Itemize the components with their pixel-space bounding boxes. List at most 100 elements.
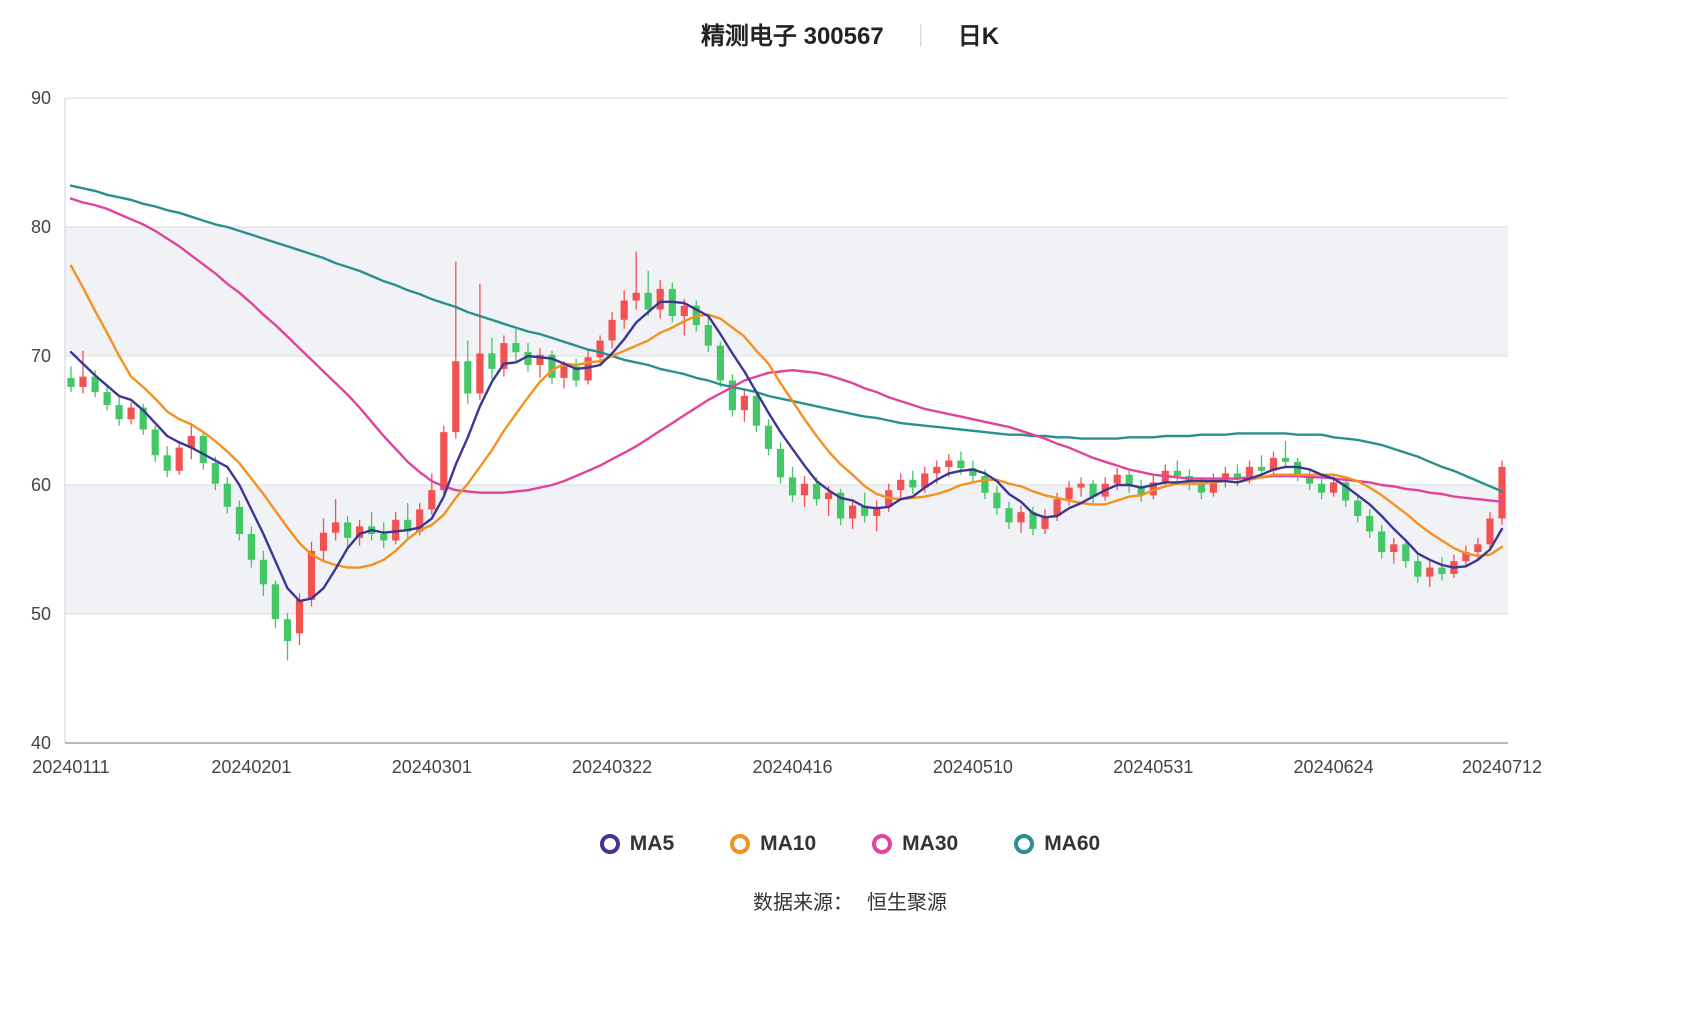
- candle-body: [1005, 508, 1013, 523]
- candle-body: [1245, 466, 1254, 480]
- candle-body: [957, 460, 965, 469]
- candle-body: [1257, 466, 1266, 471]
- candle-body: [1462, 552, 1470, 562]
- plot-band: [65, 485, 1508, 614]
- x-axis-label: 20240531: [1113, 757, 1193, 777]
- candle-body: [1281, 457, 1290, 462]
- candle-body: [1318, 483, 1326, 493]
- candle-body: [1089, 483, 1097, 497]
- candle-body: [512, 343, 520, 353]
- x-axis-label: 20240111: [32, 757, 109, 777]
- candle-body: [440, 432, 448, 491]
- candle-body: [813, 483, 821, 500]
- legend-item-ma10[interactable]: MA10: [730, 832, 816, 856]
- candle-body: [1486, 518, 1494, 545]
- candle-body: [416, 509, 424, 532]
- candle-body: [199, 436, 207, 464]
- candle-body: [1354, 500, 1362, 516]
- candle-body: [1342, 482, 1350, 501]
- x-axis-label: 20240510: [933, 757, 1013, 777]
- candle-body: [596, 340, 604, 358]
- candle-body: [536, 354, 544, 365]
- candle-body: [91, 376, 99, 393]
- candle-body: [344, 522, 352, 538]
- candle-body: [1149, 482, 1157, 496]
- candle-body: [1173, 470, 1181, 476]
- candle-body: [656, 288, 664, 310]
- plot-band: [65, 227, 1508, 356]
- x-axis-label: 20240322: [572, 757, 652, 777]
- candle-body: [1077, 483, 1085, 488]
- candle-body: [1197, 483, 1205, 493]
- candle-body: [861, 505, 869, 516]
- candle-body: [740, 396, 748, 411]
- candle-body: [103, 392, 111, 405]
- candle-body: [945, 460, 953, 467]
- plot-band: [65, 614, 1508, 743]
- ma60-line: [69, 184, 1504, 493]
- candle-body: [1221, 473, 1229, 480]
- chart-legend: MA5 MA10 MA30 MA60: [0, 832, 1700, 856]
- y-axis-label: 90: [31, 88, 51, 108]
- candle-body: [1185, 476, 1193, 484]
- candle-body: [632, 292, 640, 301]
- y-axis-label: 60: [31, 475, 51, 495]
- candle-body: [620, 300, 628, 320]
- plot-band: [65, 356, 1508, 485]
- candle-body: [428, 490, 436, 510]
- kline-chart[interactable]: 40 50 60 70 80 90 20240111 20240201 20240301 2024…: [0, 53, 1700, 828]
- candle-body: [307, 550, 316, 600]
- candle-body: [247, 534, 255, 560]
- candle-body: [319, 532, 328, 551]
- y-axis-label: 80: [31, 217, 51, 237]
- x-axis-label: 20240624: [1294, 757, 1374, 777]
- candle-body: [1402, 544, 1410, 562]
- candle-body: [608, 319, 616, 341]
- legend-item-ma5[interactable]: MA5: [599, 832, 674, 856]
- candle-body: [1041, 516, 1049, 529]
- candle-body: [788, 477, 797, 496]
- candle-body: [1233, 473, 1241, 480]
- candle-body: [728, 380, 736, 411]
- legend-label-ma10: MA10: [760, 832, 817, 855]
- candle-body: [969, 468, 977, 476]
- candle-body: [776, 448, 785, 478]
- candle-body: [1209, 479, 1217, 493]
- candle-body: [259, 559, 267, 585]
- candle-body: [548, 354, 556, 378]
- candle-body: [223, 483, 231, 507]
- legend-label-ma60: MA60: [1044, 832, 1101, 855]
- candle-body: [1294, 461, 1302, 475]
- kline-page: 精测电子 300567 ｜ 日K 40 50 60 70 80 90 20240111 202…: [0, 23, 1700, 914]
- candle-body: [897, 479, 905, 491]
- title-separator: ｜: [909, 24, 932, 49]
- candle-body: [67, 377, 75, 387]
- candle-body: [332, 522, 340, 533]
- legend-item-ma30[interactable]: MA30: [872, 832, 958, 856]
- candle-body: [476, 353, 484, 394]
- legend-item-ma60[interactable]: MA60: [1014, 832, 1100, 856]
- candle-body: [488, 353, 496, 369]
- x-axis-label: 20240301: [392, 757, 472, 777]
- candle-body: [933, 466, 941, 474]
- candle-body: [211, 463, 219, 484]
- candle-body: [271, 584, 279, 620]
- candle-body: [1390, 544, 1398, 552]
- candle-body: [404, 519, 412, 532]
- candle-body: [187, 436, 195, 448]
- candle-body: [1330, 482, 1338, 493]
- x-axis-label: 20240201: [211, 757, 291, 777]
- candle-body: [981, 476, 989, 493]
- candle-body: [283, 619, 292, 642]
- candle-body: [1029, 512, 1037, 529]
- candle-body: [644, 292, 652, 310]
- candle-body: [1137, 486, 1145, 496]
- y-axis-label: 40: [31, 733, 51, 753]
- candle-body: [849, 505, 857, 519]
- stock-name-code: 精测电子 300567: [700, 23, 884, 50]
- candle-body: [1474, 544, 1482, 552]
- candle-body: [464, 361, 472, 394]
- candle-body: [524, 352, 532, 365]
- candle-body: [1017, 512, 1025, 523]
- legend-label-ma30: MA30: [902, 832, 959, 855]
